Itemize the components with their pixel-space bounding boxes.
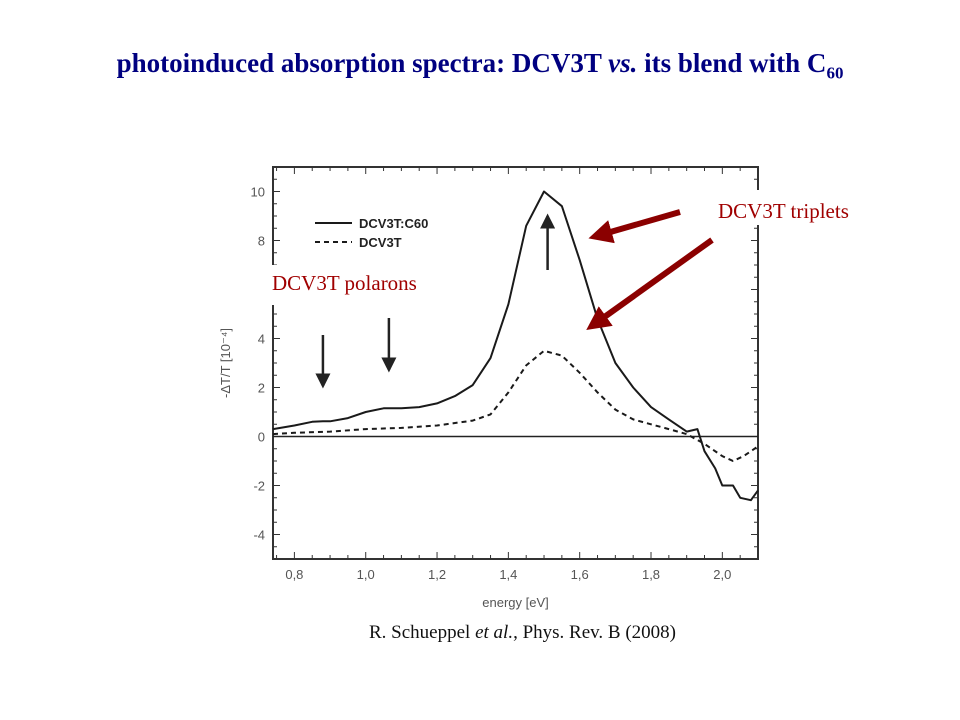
y-tick-label: 4 (258, 332, 265, 347)
citation: R. Schueppel et al., Phys. Rev. B (2008) (0, 622, 960, 644)
x-tick-label: 2,0 (713, 567, 731, 582)
annotation-polarons: DCV3T polarons (272, 271, 417, 295)
title-subscript: 60 (826, 63, 844, 83)
legend-label: DCV3T (359, 235, 402, 250)
annotation-mask (258, 265, 458, 305)
slide-title: photoinduced absorption spectra: DCV3T v… (0, 48, 960, 83)
y-tick-label: -2 (253, 479, 265, 494)
y-tick-label: 8 (258, 234, 265, 249)
y-tick-label: -4 (253, 528, 265, 543)
citation-etal: et al. (475, 622, 514, 643)
title-text-rest: its blend with C (637, 48, 827, 78)
x-tick-label: 1,8 (642, 567, 660, 582)
x-tick-label: 1,6 (571, 567, 589, 582)
title-text: photoinduced absorption spectra: DCV3T (116, 48, 609, 78)
legend-box (305, 208, 455, 253)
y-tick-label: 2 (258, 381, 265, 396)
series-line-dcv3t-c60 (272, 190, 759, 502)
y-tick-label: 10 (251, 185, 265, 200)
red-arrow-icon (586, 237, 714, 330)
x-tick-label: 1,0 (357, 567, 375, 582)
red-arrow-icon (588, 209, 681, 244)
citation-journal: , Phys. Rev. B (2008) (513, 622, 676, 643)
x-tick-label: 1,2 (428, 567, 446, 582)
annotation-triplets: DCV3T triplets (718, 199, 849, 223)
y-tick-label: 0 (258, 430, 265, 445)
y-axis-label: -ΔT/T [10⁻⁴] (218, 328, 233, 398)
citation-authors: R. Schueppel (369, 622, 476, 643)
title-vs: vs. (608, 48, 638, 78)
x-tick-label: 0,8 (285, 567, 303, 582)
series-line-dcv3t (272, 349, 759, 462)
x-axis-label: energy [eV] (482, 595, 549, 610)
legend-label: DCV3T:C60 (359, 216, 428, 231)
annotation-mask (700, 190, 880, 225)
x-tick-label: 1,4 (499, 567, 517, 582)
